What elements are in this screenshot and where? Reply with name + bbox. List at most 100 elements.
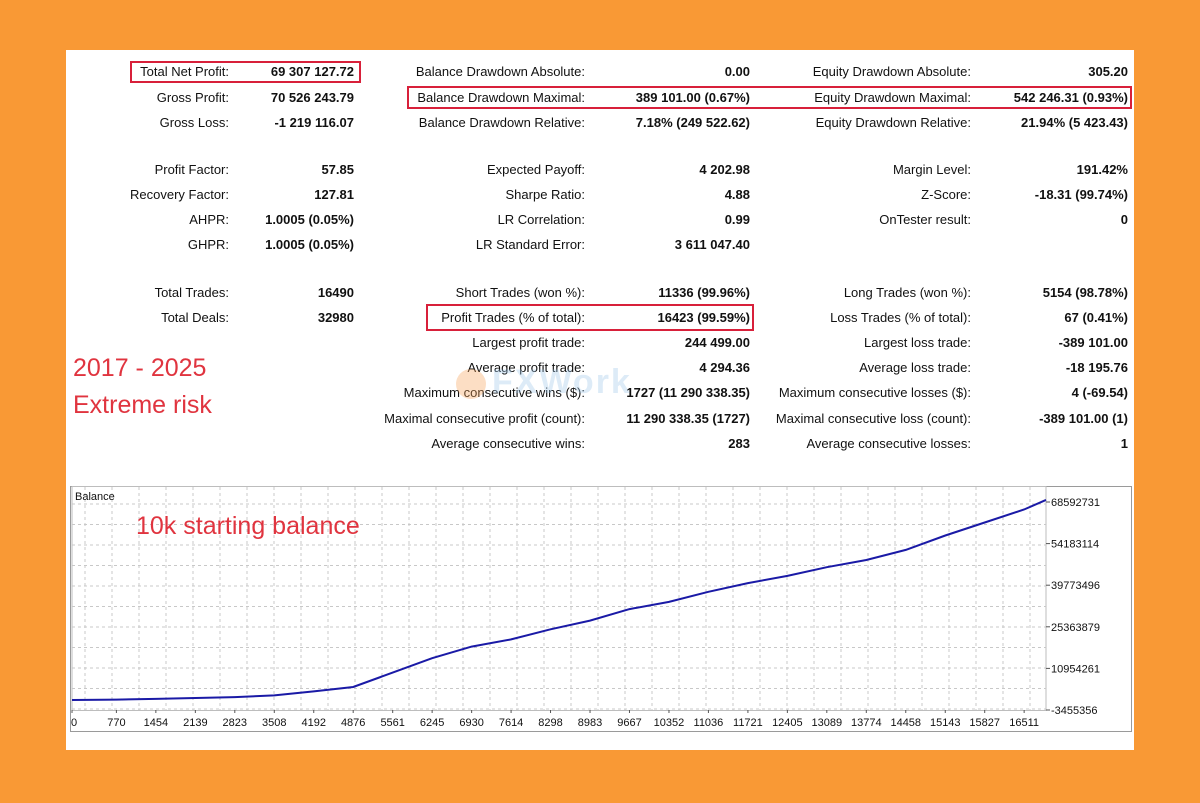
col1-value-6: 1.0005 (0.05%) bbox=[265, 237, 354, 252]
balance-line-0 bbox=[71, 498, 1047, 701]
col2-value-10: 4 294.36 bbox=[699, 360, 750, 375]
balance-chart: Balance 0 770 1454 2139 2823 3508 4192 4876 5561 6… bbox=[70, 486, 1132, 732]
col3-label-3: Margin Level: bbox=[892, 162, 971, 177]
col1-value-4: 127.81 bbox=[314, 187, 354, 202]
x-tick-label-6: 4192 bbox=[301, 717, 325, 729]
col2-label-9: Largest profit trade: bbox=[472, 335, 585, 350]
highlight-profit-trades bbox=[426, 304, 754, 331]
col2-value-4: 4.88 bbox=[724, 187, 750, 202]
x-tick-label-20: 13774 bbox=[851, 717, 882, 729]
col2-label-7: Short Trades (won %): bbox=[455, 285, 585, 300]
x-tick-label-14: 9667 bbox=[617, 717, 641, 729]
y-tick-label-4: 10954261 bbox=[1051, 663, 1100, 675]
col2-value-6: 3 611 047.40 bbox=[674, 237, 750, 252]
x-tick-label-19: 13089 bbox=[812, 717, 843, 729]
x-tick-label-16: 11036 bbox=[694, 717, 724, 729]
col3-value-7: 67 (0.41%) bbox=[1064, 310, 1128, 325]
col3-label-8: Largest loss trade: bbox=[864, 335, 971, 350]
x-tick-label-18: 12405 bbox=[772, 717, 803, 729]
col2-value-13: 283 bbox=[728, 436, 750, 451]
col1-label-2: Gross Loss: bbox=[159, 115, 229, 130]
col1-value-7: 16490 bbox=[317, 285, 354, 300]
col2-label-5: LR Correlation: bbox=[497, 212, 585, 227]
x-tick-label-1: 770 bbox=[107, 717, 125, 729]
col3-label-7: Loss Trades (% of total): bbox=[830, 310, 971, 325]
x-tick-label-4: 2823 bbox=[223, 717, 247, 729]
period-annotation: 2017 - 2025 bbox=[73, 354, 207, 382]
chart-title: Balance bbox=[75, 491, 115, 503]
x-tick-label-15: 10352 bbox=[654, 717, 685, 729]
col3-value-1: 542 246.31 (0.93%) bbox=[1013, 90, 1128, 105]
starting-balance-annotation: 10k starting balance bbox=[136, 512, 360, 540]
x-tick-label-21: 14458 bbox=[890, 717, 921, 729]
watermark-text: FXWork bbox=[492, 363, 632, 401]
col3-label-6: Long Trades (won %): bbox=[843, 285, 971, 300]
col1-label-4: Recovery Factor: bbox=[130, 187, 229, 202]
col3-value-3: 191.42% bbox=[1076, 162, 1128, 177]
col1-label-6: GHPR: bbox=[187, 237, 229, 252]
col3-label-4: Z-Score: bbox=[921, 187, 971, 202]
y-tick-label-1: 54183114 bbox=[1051, 539, 1099, 551]
x-tick-label-2: 1454 bbox=[144, 717, 168, 729]
x-tick-label-23: 15827 bbox=[969, 717, 1000, 729]
col2-label-1: Balance Drawdown Maximal: bbox=[417, 90, 585, 105]
col3-value-9: -18 195.76 bbox=[1065, 360, 1128, 375]
watermark: FXWork bbox=[456, 363, 776, 413]
col2-label-11: Maximum consecutive wins ($): bbox=[403, 385, 585, 400]
col2-value-5: 0.99 bbox=[724, 212, 750, 227]
col2-value-8: 16423 (99.59%) bbox=[657, 310, 750, 325]
col3-value-2: 21.94% (5 423.43) bbox=[1021, 115, 1128, 130]
col1-value-2: -1 219 116.07 bbox=[274, 115, 354, 130]
col3-value-6: 5154 (98.78%) bbox=[1042, 285, 1128, 300]
x-tick-label-0: 0 bbox=[71, 717, 77, 729]
x-tick-label-5: 3508 bbox=[262, 717, 286, 729]
col1-label-7: Total Trades: bbox=[154, 285, 229, 300]
y-tick-label-5: -3455356 bbox=[1051, 705, 1098, 717]
col3-value-11: -389 101.00 (1) bbox=[1039, 411, 1128, 426]
risk-annotation: Extreme risk bbox=[73, 391, 212, 419]
col2-label-13: Average consecutive wins: bbox=[431, 436, 585, 451]
y-tick-label-2: 39773496 bbox=[1051, 580, 1100, 592]
col3-label-9: Average loss trade: bbox=[859, 360, 971, 375]
x-tick-label-3: 2139 bbox=[183, 717, 207, 729]
balance-chart-svg: Balance 0 770 1454 2139 2823 3508 4192 4876 5561 6… bbox=[70, 486, 1132, 732]
col1-label-1: Gross Profit: bbox=[156, 90, 229, 105]
x-tick-label-22: 15143 bbox=[930, 717, 961, 729]
col2-label-12: Maximal consecutive profit (count): bbox=[384, 411, 585, 426]
col2-value-0: 0.00 bbox=[724, 64, 750, 79]
col2-label-3: Expected Payoff: bbox=[486, 162, 585, 177]
x-tick-label-8: 5561 bbox=[380, 717, 404, 729]
col3-label-2: Equity Drawdown Relative: bbox=[815, 115, 971, 130]
x-tick-label-9: 6245 bbox=[420, 717, 444, 729]
col3-value-12: 1 bbox=[1120, 436, 1128, 451]
plot-area-border bbox=[71, 486, 1047, 711]
col3-value-5: 0 bbox=[1120, 212, 1128, 227]
col1-label-5: AHPR: bbox=[189, 212, 229, 227]
x-tick-label-13: 8983 bbox=[578, 717, 602, 729]
watermark-logo-icon bbox=[456, 369, 486, 400]
col2-label-4: Sharpe Ratio: bbox=[505, 187, 586, 202]
y-tick-label-3: 25363879 bbox=[1051, 622, 1100, 634]
col2-value-2: 7.18% (249 522.62) bbox=[635, 115, 750, 130]
col1-label-3: Profit Factor: bbox=[154, 162, 229, 177]
col3-label-11: Maximal consecutive loss (count): bbox=[775, 411, 971, 426]
col1-value-0: 69 307 127.72 bbox=[270, 64, 354, 79]
col2-label-6: LR Standard Error: bbox=[475, 237, 585, 252]
col1-value-5: 1.0005 (0.05%) bbox=[265, 212, 354, 227]
col2-value-12: 11 290 338.35 (1727) bbox=[626, 411, 750, 426]
highlight-total-net-profit bbox=[130, 61, 361, 83]
col1-label-0: Total Net Profit: bbox=[140, 64, 229, 79]
col2-value-1: 389 101.00 (0.67%) bbox=[635, 90, 750, 105]
col3-label-10: Maximum consecutive losses ($): bbox=[778, 385, 971, 400]
col2-value-9: 244 499.00 bbox=[684, 335, 750, 350]
x-tick-label-7: 4876 bbox=[341, 717, 365, 729]
x-tick-label-10: 6930 bbox=[459, 717, 483, 729]
col1-value-8: 32980 bbox=[317, 310, 354, 325]
col3-label-0: Equity Drawdown Absolute: bbox=[812, 64, 971, 79]
col3-value-8: -389 101.00 bbox=[1058, 335, 1128, 350]
col3-value-4: -18.31 (99.74%) bbox=[1034, 187, 1128, 202]
col3-label-12: Average consecutive losses: bbox=[806, 436, 971, 451]
col2-label-2: Balance Drawdown Relative: bbox=[418, 115, 585, 130]
col3-value-0: 305.20 bbox=[1088, 64, 1128, 79]
x-tick-label-24: 16511 bbox=[1009, 717, 1039, 729]
